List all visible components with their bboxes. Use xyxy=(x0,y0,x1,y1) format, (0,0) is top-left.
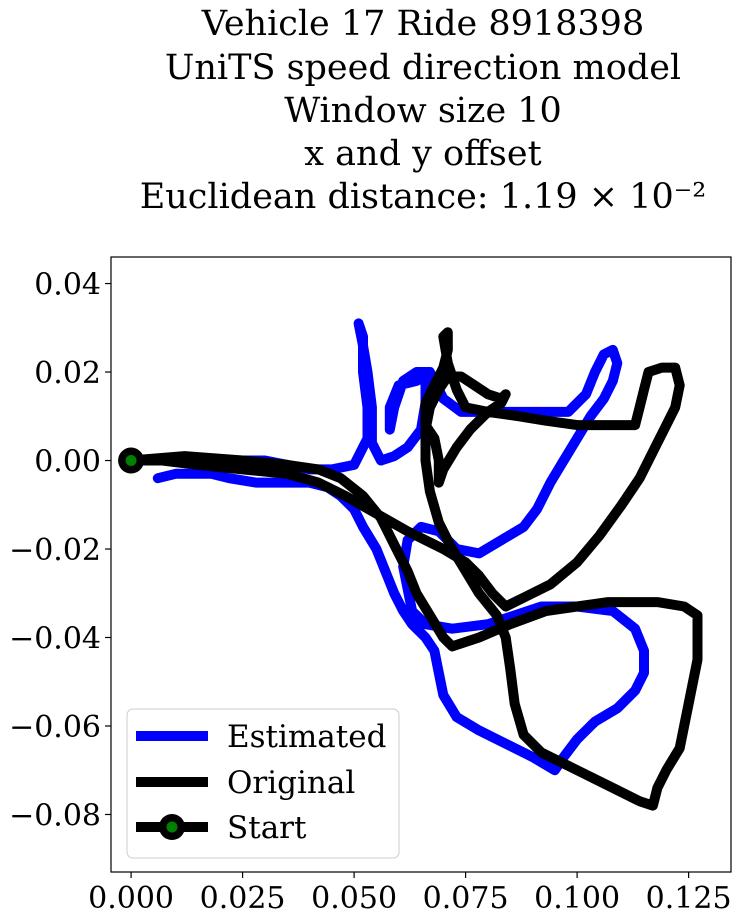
y-tick-label: 0.00 xyxy=(34,445,101,480)
x-axis: 0.000 0.025 0.050 0.075 0.100 0.125 xyxy=(88,872,732,916)
title-line-4: x and y offset xyxy=(304,134,541,174)
legend-label-original: Original xyxy=(227,765,355,801)
legend-start-marker-face xyxy=(166,821,178,833)
legend: Estimated Original Start xyxy=(126,708,400,859)
title-line-5: Euclidean distance: 1.19 × 10⁻² xyxy=(140,177,707,217)
y-tick-label: −0.04 xyxy=(9,622,101,657)
axes-frame xyxy=(110,256,732,873)
series-layer xyxy=(118,318,703,811)
y-tick-label: 0.04 xyxy=(34,268,101,303)
x-tick-label: 0.125 xyxy=(646,881,732,916)
y-axis: 0.04 0.02 0.00 −0.02 −0.04 −0.06 −0.08 xyxy=(9,268,111,833)
y-tick-label: 0.02 xyxy=(34,356,101,391)
title-line-3: Window size 10 xyxy=(284,91,562,131)
y-tick-label: −0.06 xyxy=(9,710,101,745)
title-line-2: UniTS speed direction model xyxy=(165,48,681,88)
y-tick-label: −0.08 xyxy=(9,798,101,833)
x-tick-label: 0.050 xyxy=(311,881,397,916)
series-line-estimated xyxy=(152,318,649,776)
legend-label-start: Start xyxy=(227,810,307,846)
start-marker-face xyxy=(125,455,137,467)
x-tick-label: 0.100 xyxy=(534,881,620,916)
title-line-1: Vehicle 17 Ride 8918398 xyxy=(201,4,644,44)
x-tick-label: 0.000 xyxy=(88,881,174,916)
x-tick-label: 0.075 xyxy=(423,881,509,916)
x-tick-label: 0.025 xyxy=(200,881,286,916)
legend-label-estimated: Estimated xyxy=(227,719,386,755)
start-marker xyxy=(118,447,145,474)
legend-box xyxy=(126,708,400,859)
series-line-original xyxy=(126,327,703,811)
y-tick-label: −0.02 xyxy=(9,533,101,568)
